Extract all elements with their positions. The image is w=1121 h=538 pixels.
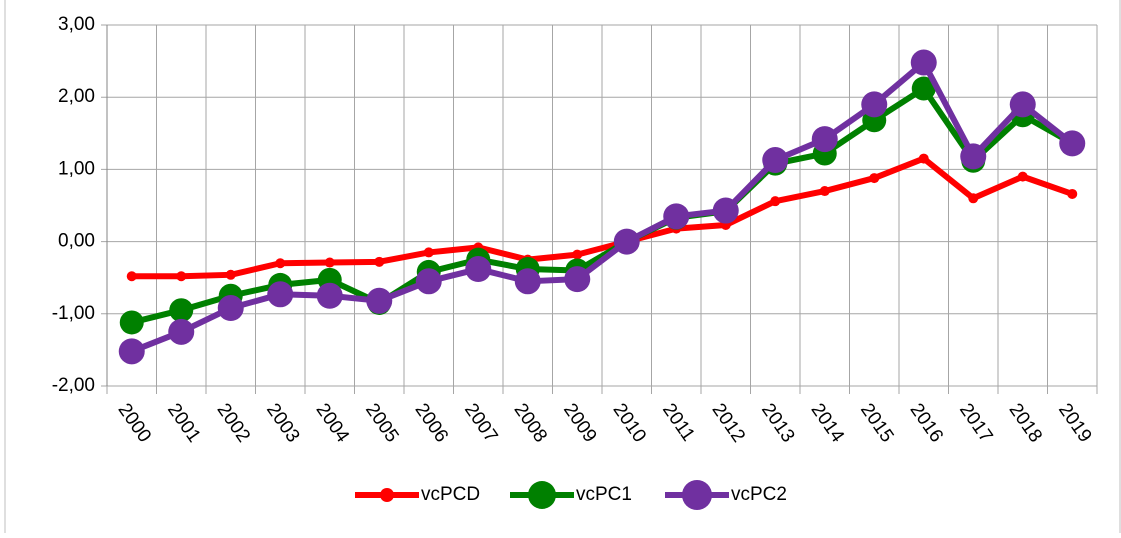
y-tick-label: 0,00	[58, 231, 95, 252]
y-tick-label: 3,00	[58, 14, 95, 35]
y-tick-label: 1,00	[58, 158, 95, 179]
point	[819, 186, 830, 197]
point	[217, 295, 244, 322]
series-line	[131, 155, 1074, 280]
point	[911, 76, 936, 101]
point	[1009, 91, 1036, 118]
point	[564, 266, 591, 293]
point	[811, 126, 838, 153]
point	[663, 203, 690, 230]
point	[176, 271, 187, 282]
legend-label: vcPC2	[731, 484, 787, 505]
point	[1059, 130, 1086, 157]
point	[514, 268, 541, 295]
point	[1067, 188, 1078, 199]
point	[960, 143, 987, 170]
legend-marker	[380, 488, 394, 502]
y-tick-label: 2,00	[58, 86, 95, 107]
y-tick-label: -2,00	[52, 375, 95, 396]
point	[126, 271, 137, 282]
legend-marker	[682, 480, 712, 510]
point	[770, 196, 781, 207]
point	[275, 258, 286, 269]
point	[910, 49, 937, 76]
chart-frame	[4, 0, 1121, 538]
point	[366, 287, 393, 314]
point	[869, 173, 880, 184]
point	[169, 298, 194, 323]
point	[712, 197, 739, 224]
point	[861, 91, 888, 118]
point	[918, 153, 929, 164]
point	[324, 257, 335, 268]
point	[415, 268, 442, 295]
legend-label: vcPC1	[576, 484, 632, 505]
point	[225, 269, 236, 280]
point	[613, 228, 640, 255]
legend-marker	[528, 481, 556, 509]
point	[316, 282, 343, 309]
point	[572, 249, 583, 260]
point	[374, 256, 385, 267]
legend-label: vcPCD	[421, 484, 480, 505]
point	[968, 193, 979, 204]
point	[267, 281, 294, 308]
point	[762, 147, 789, 174]
point	[119, 310, 144, 335]
point	[118, 338, 145, 365]
point	[168, 318, 195, 345]
point	[423, 247, 434, 258]
y-tick-label: -1,00	[52, 303, 95, 324]
point	[1017, 171, 1028, 182]
point	[465, 256, 492, 283]
